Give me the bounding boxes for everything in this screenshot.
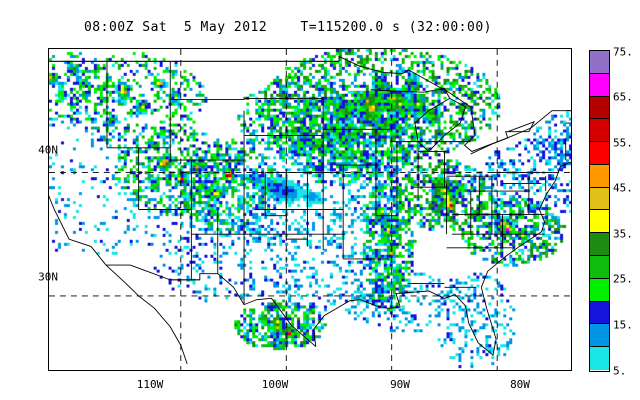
colorbar: [589, 50, 610, 372]
y-axis-tick-label: 30N: [38, 270, 58, 284]
colorbar-band: [590, 96, 609, 120]
x-axis-tick-label: 110W: [136, 378, 164, 391]
page-title: 08:00Z Sat 5 May 2012 T=115200.0 s (32:0…: [83, 20, 492, 35]
geography-outlines: [49, 55, 571, 364]
colorbar-tick-label: 5.: [613, 364, 627, 377]
colorbar-band: [590, 301, 609, 325]
colorbar-tick-label: 25.: [613, 272, 633, 286]
colorbar-band: [590, 210, 609, 234]
colorbar-band: [590, 233, 609, 257]
colorbar-band: [590, 142, 609, 165]
map-plot-area: [48, 48, 572, 371]
colorbar-band: [590, 73, 609, 97]
colorbar-tick-label: 75.: [613, 45, 633, 58]
colorbar-band: [590, 164, 609, 188]
colorbar-band: [590, 278, 609, 302]
latlon-gridlines: [49, 49, 571, 370]
colorbar-band: [590, 51, 609, 74]
colorbar-tick-label: 65.: [613, 90, 633, 104]
colorbar-band: [590, 187, 609, 211]
colorbar-tick-label: 15.: [613, 318, 633, 332]
colorbar-tick-label: 35.: [613, 227, 633, 241]
x-axis-tick-label: 90W: [390, 378, 410, 391]
colorbar-band: [590, 119, 609, 143]
x-axis-tick-label: 100W: [261, 378, 289, 391]
colorbar-band: [590, 256, 609, 279]
colorbar-band: [590, 347, 609, 370]
colorbar-band: [590, 324, 609, 348]
colorbar-tick-label: 45.: [613, 181, 633, 195]
map-overlay-layer: [49, 49, 571, 370]
x-axis-tick-label: 80W: [510, 378, 530, 391]
y-axis-tick-label: 40N: [38, 143, 58, 157]
colorbar-tick-label: 55.: [613, 136, 633, 150]
